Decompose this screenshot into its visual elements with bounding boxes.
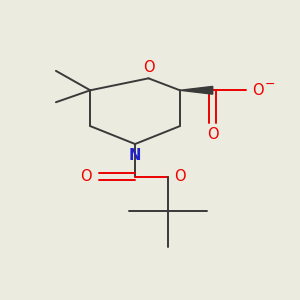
- Text: O: O: [174, 169, 186, 184]
- Text: O: O: [207, 127, 218, 142]
- Text: O: O: [81, 169, 92, 184]
- Text: O: O: [252, 83, 264, 98]
- Text: N: N: [129, 148, 141, 163]
- Polygon shape: [180, 86, 213, 94]
- Text: O: O: [143, 60, 154, 75]
- Text: −: −: [265, 78, 275, 91]
